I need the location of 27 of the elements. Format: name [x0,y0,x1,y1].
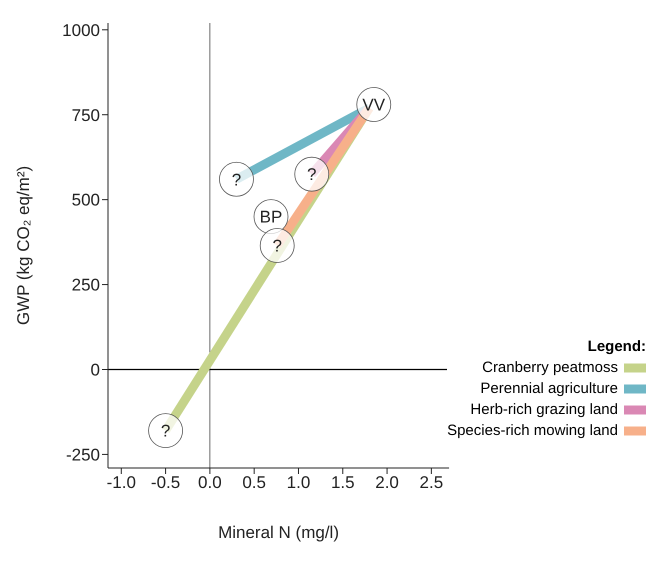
y-axis-title: GWP (kg CO₂ eq/m²) [14,166,34,326]
annotation: ? [307,165,316,184]
y-tick-label: 250 [72,276,100,295]
y-tick-label: 0 [90,360,100,380]
legend-label: Perennial agriculture [480,380,618,397]
legend-title: Legend: [586,338,646,355]
y-tick-label: 1000 [62,20,100,40]
x-tick-label: 2.0 [375,473,399,492]
annotation: BP [260,208,282,227]
x-tick-label: 0.5 [242,473,266,492]
x-tick-label: 1.5 [330,473,355,492]
annotation: ? [232,170,242,190]
x-tick-label: -1.0 [106,473,136,492]
x-tick-label: 1.0 [286,473,310,492]
annotation: ? [272,236,282,256]
annotation: VV [362,96,386,115]
x-tick-label: -0.5 [150,473,180,492]
x-tick-label: 0.0 [198,473,222,492]
annotation: ? [160,422,170,441]
legend-label: Cranberry peatmoss [482,359,618,376]
y-tick-label: 500 [72,190,100,210]
legend-label: Herb-rich grazing land [470,401,618,418]
y-tick-label: -250 [66,445,100,464]
y-tick-label: 750 [72,106,100,125]
x-axis-title: Mineral N (mg/l) [218,523,339,542]
legend-label: Species-rich mowing land [447,422,618,439]
x-tick-label: 2.5 [420,473,444,492]
